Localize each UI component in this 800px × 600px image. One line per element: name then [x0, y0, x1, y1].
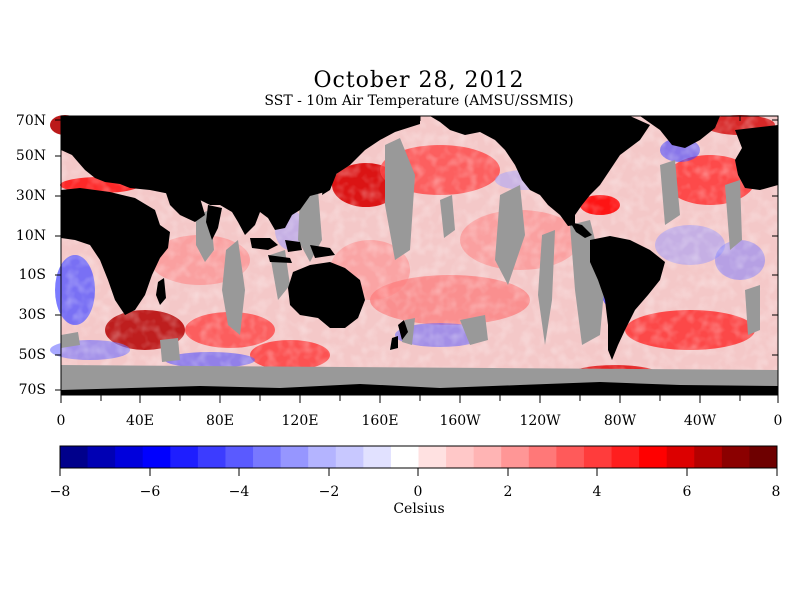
colorbar-swatch: [142, 446, 171, 468]
axis-ticks: [55, 116, 779, 403]
lon-label-40w: 40W: [683, 413, 717, 429]
colorbar-swatch: [197, 446, 226, 468]
lon-label-160w: 160W: [439, 413, 481, 429]
colorbar-swatch: [694, 446, 723, 468]
colorbar-swatch: [556, 446, 585, 468]
lat-label-70s: 70S: [18, 382, 46, 398]
colorbar-swatch: [501, 446, 530, 468]
lat-label-70n: 70N: [15, 113, 46, 129]
land-masses: [61, 116, 778, 395]
colorbar-units: Celsius: [393, 501, 445, 517]
lon-label-40e: 40E: [125, 413, 155, 429]
lat-label-30s: 30S: [18, 307, 46, 323]
colorbar-swatch: [721, 446, 750, 468]
lon-label-120w: 120W: [519, 413, 561, 429]
colorbar-swatch: [60, 446, 89, 468]
colorbar-label-neg4: −4: [228, 484, 250, 500]
lat-label-30n: 30N: [15, 188, 46, 204]
colorbar-swatch: [446, 446, 475, 468]
colorbar-swatch: [639, 446, 668, 468]
colorbar-swatch: [749, 446, 778, 468]
colorbar-label-neg8: −8: [49, 484, 71, 500]
colorbar-label-neg2: −2: [318, 484, 340, 500]
colorbar-label-8: 8: [771, 484, 781, 500]
colorbar: [60, 446, 778, 468]
colorbar-swatch: [170, 446, 199, 468]
colorbar-ticks: [59, 468, 778, 476]
colorbar-swatch: [363, 446, 392, 468]
lat-label-10s: 10S: [18, 267, 46, 283]
colorbar-swatch: [253, 446, 282, 468]
colorbar-swatch: [611, 446, 640, 468]
colorbar-label-neg6: −6: [139, 484, 161, 500]
colorbar-swatch: [583, 446, 613, 468]
colorbar-swatch: [390, 446, 419, 468]
colorbar-swatch: [115, 446, 144, 468]
colorbar-swatch: [666, 446, 695, 468]
lon-label-120e: 120E: [281, 413, 319, 429]
lon-label-80w: 80W: [603, 413, 637, 429]
colorbar-swatch: [308, 446, 337, 468]
colorbar-swatch: [528, 446, 557, 468]
lat-label-50n: 50N: [15, 148, 46, 164]
colorbar-label-0: 0: [413, 484, 423, 500]
lon-label-0: 0: [56, 413, 66, 429]
lat-label-10n: 10N: [15, 228, 46, 244]
colorbar-swatch: [335, 446, 364, 468]
lon-label-80e: 80E: [205, 413, 235, 429]
map-subtitle: SST - 10m Air Temperature (AMSU/SSMIS): [264, 93, 574, 109]
colorbar-swatch: [280, 446, 309, 468]
colorbar-swatch: [87, 446, 116, 468]
colorbar-label-4: 4: [592, 484, 602, 500]
map-title: October 28, 2012: [313, 68, 525, 93]
map-area: [50, 115, 779, 396]
colorbar-swatch: [418, 446, 447, 468]
colorbar-label-6: 6: [682, 484, 692, 500]
colorbar-label-2: 2: [503, 484, 513, 500]
lon-label-160e: 160E: [361, 413, 399, 429]
colorbar-swatch: [473, 446, 502, 468]
lon-label-0-east: 0: [773, 413, 783, 429]
colorbar-swatch: [225, 446, 254, 468]
lat-label-50s: 50S: [18, 347, 46, 363]
